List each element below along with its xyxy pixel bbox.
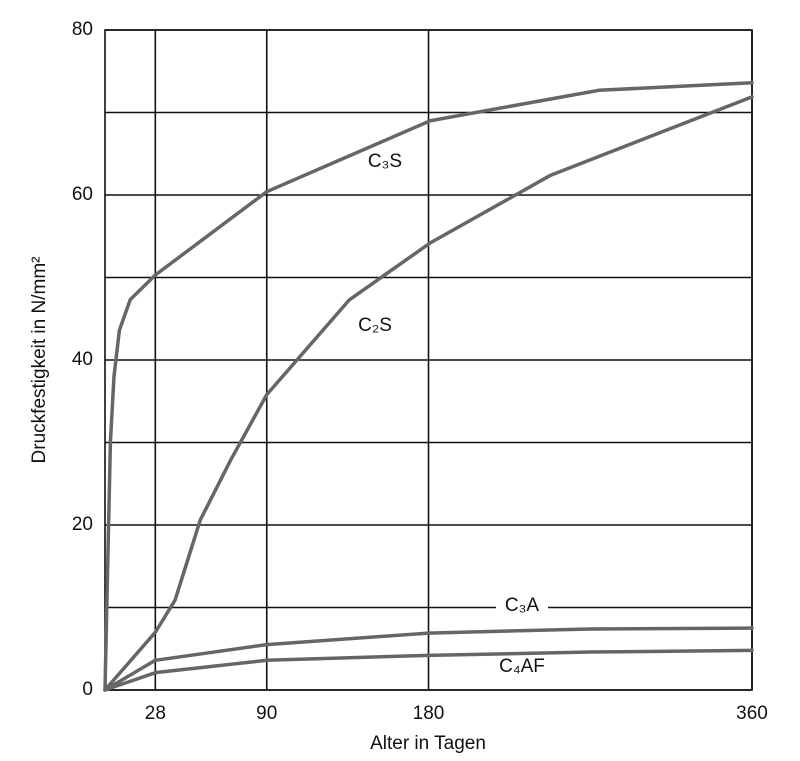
y-tick-label: 80	[72, 19, 93, 40]
series-line	[103, 95, 754, 692]
x-axis-label: Alter in Tagen	[370, 733, 486, 754]
x-tick-label: 180	[413, 703, 445, 724]
series-label: C₄AF	[499, 656, 545, 677]
label-background	[496, 594, 548, 618]
plot-frame	[104, 29, 753, 691]
x-tick-label: 28	[145, 703, 166, 724]
series-line	[103, 648, 754, 692]
x-tick-label: 360	[736, 703, 768, 724]
series-label: C₂S	[358, 315, 392, 336]
series-label: C₃A	[505, 595, 539, 616]
y-tick-label: 20	[72, 514, 93, 535]
y-axis-label: Druckfestigkeit in N/mm²	[29, 257, 50, 464]
y-tick-label: 0	[82, 679, 93, 700]
series-line	[103, 81, 754, 692]
x-tick-label: 90	[256, 703, 277, 724]
y-tick-label: 40	[72, 349, 93, 370]
y-tick-label: 60	[72, 184, 93, 205]
series-line	[103, 626, 754, 692]
series-label: C₃S	[368, 151, 402, 172]
